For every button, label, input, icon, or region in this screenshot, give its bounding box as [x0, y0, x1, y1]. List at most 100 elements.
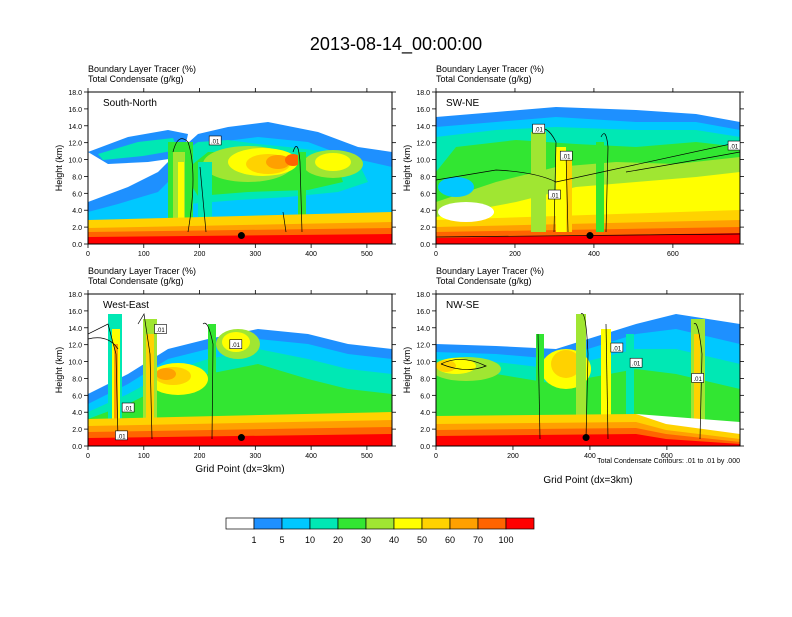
y-tick-label: 14.0: [416, 124, 430, 131]
contour-label-box: [115, 430, 128, 441]
y-tick-label: 4.0: [72, 208, 82, 215]
contour-label-box: [727, 140, 741, 151]
y-tick-label: 6.0: [420, 393, 430, 400]
contour-label-box: [208, 135, 222, 146]
x-tick-label: 400: [305, 453, 317, 460]
y-tick-label: 8.0: [420, 376, 430, 383]
contour-note: Total Condensate Contours: .01 to .01 by…: [597, 458, 740, 465]
panel-west-east: Boundary Layer Tracer (%) Total Condensa…: [54, 266, 396, 475]
y-tick-label: 12.0: [68, 141, 82, 148]
y-ticks: 0.0 2.0 4.0 6.0 8.0 10.0 12.0 14.0 16.0 18.0: [416, 292, 744, 451]
x-tick-label: 300: [249, 453, 261, 460]
panel-label: SW-NE: [446, 98, 479, 109]
x-tick-label: 400: [588, 251, 600, 258]
x-axis-label: Grid Point (dx=3km): [195, 464, 284, 475]
location-marker: [237, 434, 245, 442]
contour-label: .01: [156, 328, 165, 334]
x-axis-label: Grid Point (dx=3km): [543, 475, 632, 486]
panel-label: West-East: [103, 300, 149, 311]
y-tick-label: 2.0: [420, 225, 430, 232]
y-tick-label: 2.0: [420, 427, 430, 434]
y-tick-label: 18.0: [416, 90, 430, 97]
y-axis-label: Height (km): [54, 347, 64, 394]
field-layer: [436, 107, 740, 244]
y-tick-label: 0.0: [72, 444, 82, 451]
y-tick-label: 14.0: [68, 326, 82, 333]
y-tick-label: 2.0: [72, 225, 82, 232]
x-tick-label: 200: [194, 251, 206, 258]
colorbar-swatch: [225, 517, 255, 530]
x-tick-label: 300: [249, 251, 261, 258]
contour-label-box: [629, 357, 643, 368]
location-dot: [237, 434, 245, 442]
y-tick-label: 10.0: [68, 158, 82, 165]
contour-label-box: [610, 342, 624, 353]
colorbar-level-label: 40: [389, 535, 399, 545]
contour-label: .01: [693, 377, 702, 383]
contour-label-box: [154, 324, 167, 334]
y-tick-label: 0.0: [420, 444, 430, 451]
panel-frame: [87, 91, 393, 245]
y-tick-label: 2.0: [72, 427, 82, 434]
colorbar-swatch: [505, 517, 535, 530]
colorbar-level-label: 1: [251, 535, 256, 545]
x-tick-label: 500: [361, 453, 373, 460]
y-tick-label: 12.0: [416, 343, 430, 350]
x-tick-label: 200: [509, 251, 521, 258]
panel-south-north: Boundary Layer Tracer (%) Total Condensa…: [54, 64, 396, 258]
location-dot: [586, 232, 594, 240]
contour-label-box: [691, 373, 704, 383]
location-marker: [237, 232, 245, 240]
x-tick-label: 100: [138, 453, 150, 460]
contour-label-box: [548, 189, 561, 200]
x-tick-label: 0: [86, 453, 90, 460]
y-tick-label: 10.0: [416, 158, 430, 165]
panel-frame: [435, 91, 741, 245]
colorbar-swatch: [477, 517, 507, 530]
x-ticks: 0 200 400 600: [434, 88, 679, 258]
x-ticks: 0 100 200 300 400 500: [86, 290, 373, 460]
panel-sw-ne: Boundary Layer Tracer (%) Total Condensa…: [402, 64, 744, 258]
contour-label: .01: [534, 128, 543, 134]
contour-label: .01: [232, 343, 241, 349]
y-tick-label: 16.0: [416, 107, 430, 114]
x-tick-label: 400: [584, 453, 596, 460]
contour-label: .01: [550, 194, 559, 200]
y-tick-label: 6.0: [420, 191, 430, 198]
x-ticks: 0 200 400 600: [434, 290, 673, 460]
colorbar-level-label: 70: [473, 535, 483, 545]
colorbar-level-label: 20: [333, 535, 343, 545]
x-tick-label: 0: [434, 251, 438, 258]
panel-title-line-1: Boundary Layer Tracer (%): [436, 266, 544, 276]
colorbar-swatch: [337, 517, 367, 530]
panel-title-line-2: Total Condensate (g/kg): [436, 276, 532, 286]
y-ticks: 0.0 2.0 4.0 6.0 8.0 10.0 12.0 14.0 16.0 18.0: [416, 90, 744, 249]
colorbar-swatch: [365, 517, 395, 530]
location-dot: [582, 434, 590, 442]
y-axis-label: Height (km): [402, 145, 412, 192]
colorbar-level-label: 60: [445, 535, 455, 545]
contour-labels: .01 .01 .01: [610, 342, 704, 383]
panel-title-line-2: Total Condensate (g/kg): [88, 276, 184, 286]
y-tick-label: 6.0: [72, 393, 82, 400]
panel-label: NW-SE: [446, 300, 479, 311]
contour-label: .01: [117, 434, 126, 440]
colorbar-swatch: [393, 517, 423, 530]
y-tick-label: 8.0: [420, 174, 430, 181]
y-tick-label: 14.0: [68, 124, 82, 131]
y-tick-label: 12.0: [416, 141, 430, 148]
colorbar-level-label: 100: [498, 535, 513, 545]
colorbar-level-label: 5: [279, 535, 284, 545]
x-tick-label: 200: [194, 453, 206, 460]
y-tick-label: 16.0: [416, 309, 430, 316]
y-tick-label: 4.0: [420, 208, 430, 215]
y-tick-label: 18.0: [68, 292, 82, 299]
y-ticks: 0.0 2.0 4.0 6.0 8.0 10.0 12.0 14.0 16.0 18.0: [68, 90, 396, 249]
contour-label: .01: [211, 139, 220, 145]
y-tick-label: 12.0: [68, 343, 82, 350]
location-marker: [582, 434, 590, 442]
panel-title-line-1: Boundary Layer Tracer (%): [88, 266, 196, 276]
field-layer: [88, 122, 392, 244]
panel-frame: [435, 293, 741, 447]
